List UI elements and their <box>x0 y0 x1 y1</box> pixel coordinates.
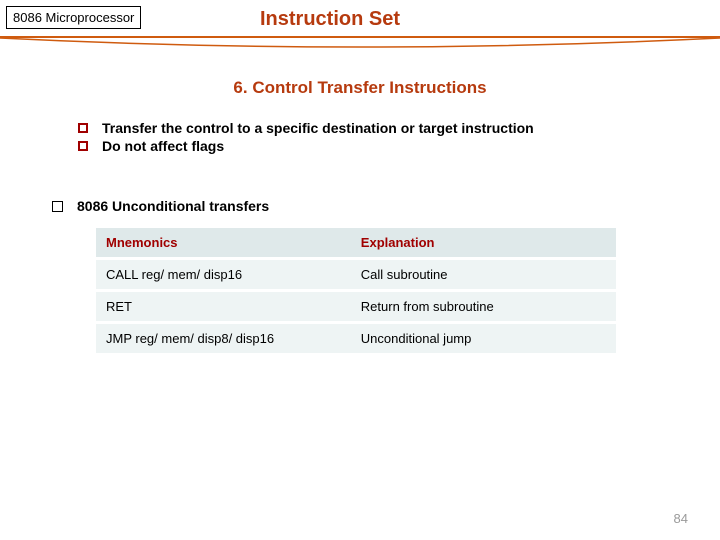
list-item: Transfer the control to a specific desti… <box>78 120 720 136</box>
slide-title: Instruction Set <box>260 8 400 31</box>
column-header-explanation: Explanation <box>351 228 616 259</box>
list-item: Do not affect flags <box>78 138 720 154</box>
instruction-table: Mnemonics Explanation CALL reg/ mem/ dis… <box>96 228 616 356</box>
cell-mnemonic: JMP reg/ mem/ disp8/ disp16 <box>96 323 351 355</box>
section-heading: 6. Control Transfer Instructions <box>0 78 720 98</box>
column-header-mnemonics: Mnemonics <box>96 228 351 259</box>
cell-mnemonic: CALL reg/ mem/ disp16 <box>96 259 351 291</box>
sub-heading: 8086 Unconditional transfers <box>52 198 720 214</box>
table-row: RET Return from subroutine <box>96 291 616 323</box>
cell-mnemonic: RET <box>96 291 351 323</box>
sub-heading-text: 8086 Unconditional transfers <box>77 198 269 214</box>
cell-explanation: Unconditional jump <box>351 323 616 355</box>
table-header-row: Mnemonics Explanation <box>96 228 616 259</box>
table-row: CALL reg/ mem/ disp16 Call subroutine <box>96 259 616 291</box>
page-number: 84 <box>674 511 688 526</box>
checkbox-bullet-icon <box>52 201 63 212</box>
header-divider <box>0 36 720 50</box>
chip-label: 8086 Microprocessor <box>6 6 141 29</box>
bullet-text: Transfer the control to a specific desti… <box>102 120 534 136</box>
square-bullet-icon <box>78 123 88 133</box>
slide-header: 8086 Microprocessor Instruction Set <box>0 0 720 48</box>
bullet-text: Do not affect flags <box>102 138 224 154</box>
cell-explanation: Call subroutine <box>351 259 616 291</box>
square-bullet-icon <box>78 141 88 151</box>
bullet-list: Transfer the control to a specific desti… <box>78 120 720 154</box>
table-row: JMP reg/ mem/ disp8/ disp16 Unconditiona… <box>96 323 616 355</box>
cell-explanation: Return from subroutine <box>351 291 616 323</box>
